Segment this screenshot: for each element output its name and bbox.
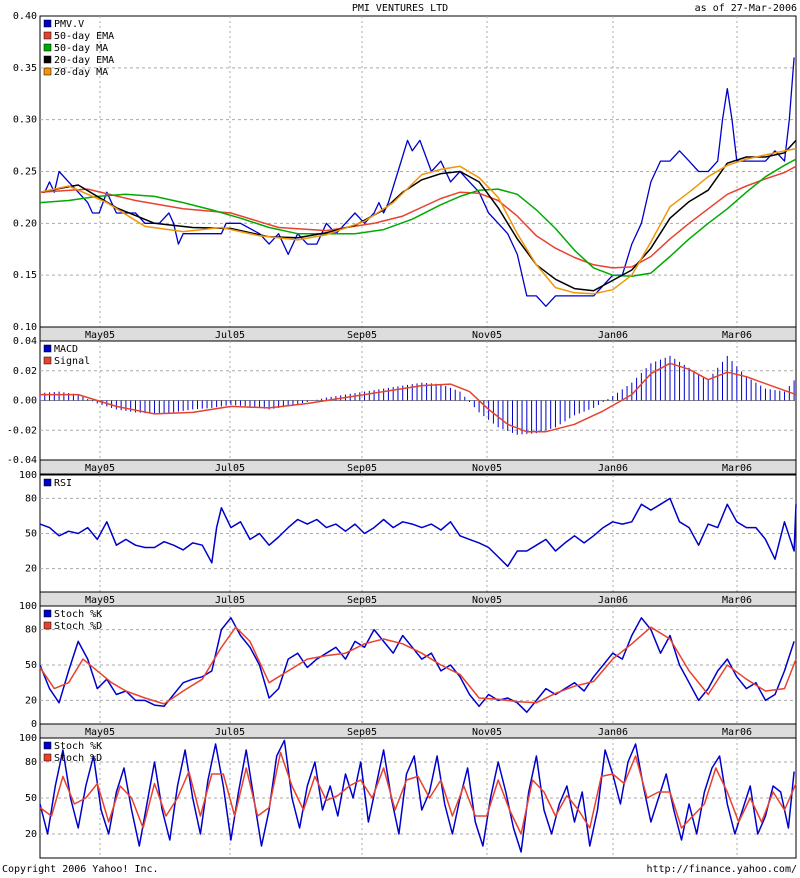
stoch2-legend-label: Stoch %D [54, 753, 102, 764]
stoch1-month-label: Mar06 [722, 727, 752, 738]
price-month-label: Nov05 [472, 330, 502, 341]
stoch1-y-tick-label: 50 [25, 660, 37, 671]
price-legend-label: 20-day EMA [54, 55, 114, 66]
price-legend-label: 50-day EMA [54, 31, 114, 42]
as-of-date: as of 27-Mar-2006 [695, 3, 797, 14]
price-month-band [39, 326, 797, 342]
rsi-month-label: Jan06 [598, 595, 628, 606]
macd-y-tick-label: 0.02 [13, 366, 37, 377]
price-month-label: Mar06 [722, 330, 752, 341]
price-month-label: Jul05 [215, 330, 245, 341]
rsi-month-label: Jul05 [215, 595, 245, 606]
price-legend-swatch [43, 55, 52, 64]
stoch1-legend-label: Stoch %D [54, 621, 102, 632]
price-legend-swatch [43, 19, 52, 28]
rsi-y-tick-label: 80 [25, 493, 37, 504]
price-series-pmv-v [40, 57, 795, 307]
price-series-20-day-ema [39, 139, 797, 292]
price-legend-label: 20-day MA [54, 67, 108, 78]
rsi-legend-swatch [43, 478, 52, 487]
stoch1-month-label: May05 [85, 727, 115, 738]
macd-month-label: Sep05 [347, 463, 377, 474]
rsi-panel: 20 50 80 100 RSI May05 Jul05 Sep05 Nov05 Jan06 Mar… [19, 470, 797, 607]
rsi-month-band [39, 591, 797, 607]
macd-y-tick-label: -0.02 [7, 425, 37, 436]
price-y-tick-label: 0.35 [13, 63, 37, 74]
macd-month-label: Nov05 [472, 463, 502, 474]
price-month-label: May05 [85, 330, 115, 341]
stoch1-month-band [39, 723, 797, 739]
stoch1-y-tick-label: 20 [25, 695, 37, 706]
rsi-legend-label: RSI [54, 478, 72, 489]
stoch2-legend-label: Stoch %K [54, 741, 102, 752]
macd-month-label: Jan06 [598, 463, 628, 474]
stoch1-y-tick-label: 80 [25, 625, 37, 636]
stoch1-series-stoch-d [39, 626, 797, 705]
macd-month-label: Jul05 [215, 463, 245, 474]
macd-month-label: May05 [85, 463, 115, 474]
stoch1-month-label: Nov05 [472, 727, 502, 738]
rsi-y-tick-label: 50 [25, 529, 37, 540]
stoch1-y-tick-label: 0 [31, 719, 37, 730]
price-legend-swatch [43, 43, 52, 52]
rsi-series-rsi [39, 497, 797, 568]
yahoo-finance-link[interactable]: http://finance.yahoo.com/ [646, 864, 797, 875]
rsi-y-tick-label: 20 [25, 564, 37, 575]
macd-y-tick-label: 0.00 [13, 396, 37, 407]
price-series-50-day-ema [39, 165, 797, 269]
stoch2-y-tick-label: 80 [25, 757, 37, 768]
rsi-y-tick-label: 100 [19, 470, 37, 481]
stoch1-legend-swatch [43, 609, 52, 618]
price-month-label: Sep05 [347, 330, 377, 341]
price-y-tick-label: 0.20 [13, 218, 37, 229]
macd-y-tick-label: 0.04 [13, 336, 37, 347]
yahoo-finance-url[interactable]: http://finance.yahoo.com/ [646, 864, 797, 875]
stoch2-legend-swatch [43, 753, 52, 762]
rsi-month-label: May05 [85, 595, 115, 606]
price-panel: 0.100.150.200.250.300.350.40PMV.V50-day … [13, 11, 797, 342]
price-month-label: Jan06 [598, 330, 628, 341]
price-y-tick-label: 0.30 [13, 115, 37, 126]
stoch1-legend-swatch [43, 621, 52, 630]
stoch1-legend-label: Stoch %K [54, 609, 102, 620]
macd-month-band [39, 459, 797, 475]
rsi-month-label: Mar06 [722, 595, 752, 606]
stoch1-y-tick-label: 100 [19, 601, 37, 612]
stoch2-legend-swatch [43, 741, 52, 750]
copyright-text: Copyright 2006 Yahoo! Inc. [2, 864, 159, 874]
price-series-50-day-ma [39, 158, 797, 277]
macd-legend-label: Signal [54, 356, 90, 367]
macd-month-label: Mar06 [722, 463, 752, 474]
stoch2-y-tick-label: 50 [25, 793, 37, 804]
price-y-tick-label: 0.15 [13, 270, 37, 281]
macd-legend-label: MACD [54, 344, 78, 355]
rsi-month-label: Sep05 [347, 595, 377, 606]
chart-panels: 0.100.150.200.250.300.350.40PMV.V50-day … [7, 11, 797, 859]
stoch2-series-stoch-d [39, 751, 797, 835]
price-y-tick-label: 0.25 [13, 167, 37, 178]
stoch2-y-tick-label: 100 [19, 733, 37, 744]
macd-legend-swatch [43, 356, 52, 365]
macd-series-signal [40, 362, 797, 433]
stoch1-month-label: Sep05 [347, 727, 377, 738]
stoch1-month-label: Jan06 [598, 727, 628, 738]
macd-legend-swatch [43, 344, 52, 353]
price-series-20-day-ma [39, 147, 797, 295]
chart-title: PMI VENTURES LTD [352, 3, 448, 14]
macd-y-tick-label: -0.04 [7, 455, 37, 466]
price-y-tick-label: 0.10 [13, 322, 37, 333]
price-legend-label: PMV.V [54, 19, 84, 30]
price-legend-swatch [43, 67, 52, 76]
price-legend-swatch [43, 31, 52, 40]
stoch1-month-label: Jul05 [215, 727, 245, 738]
rsi-month-label: Nov05 [472, 595, 502, 606]
price-y-tick-label: 0.40 [13, 11, 37, 22]
stoch2-y-tick-label: 20 [25, 829, 37, 840]
price-legend-label: 50-day MA [54, 43, 108, 54]
